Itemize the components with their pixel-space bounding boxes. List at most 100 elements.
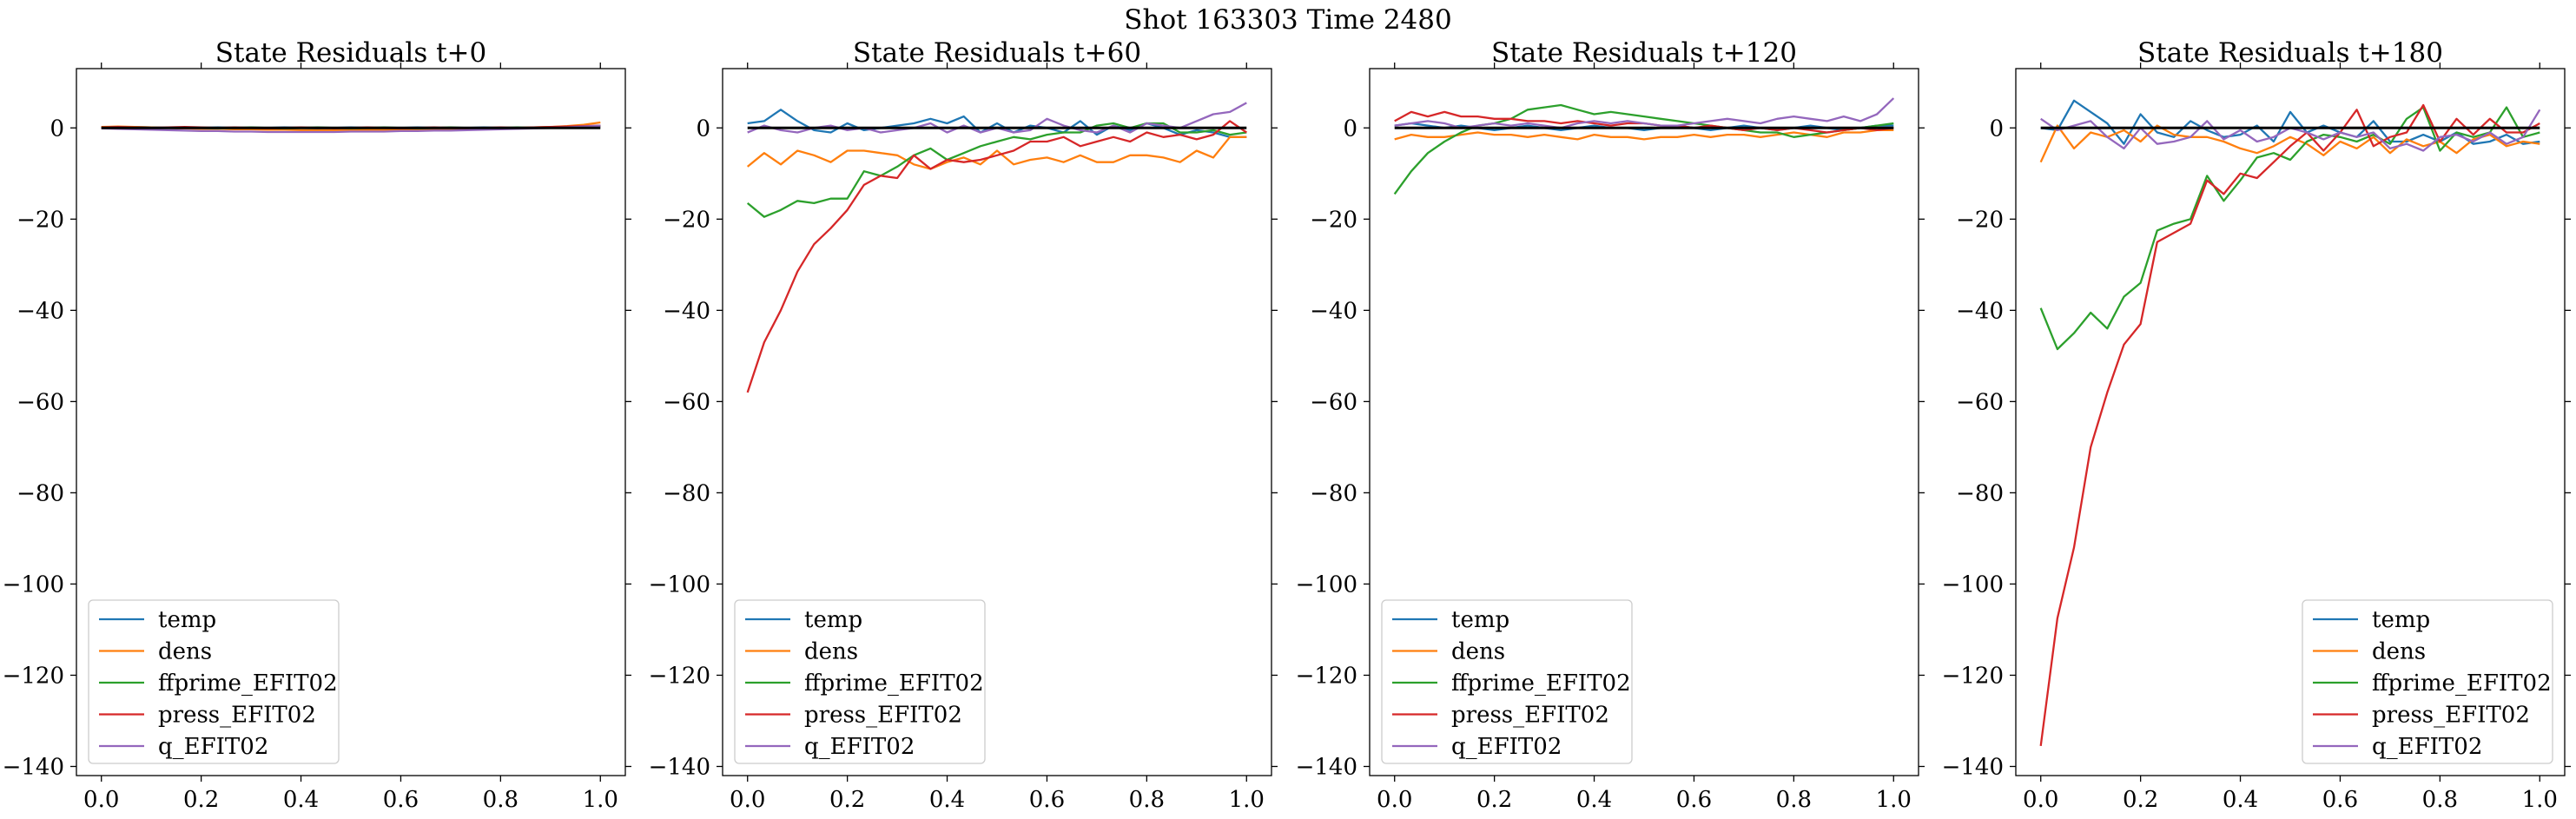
chart-title: State Residuals t+120 xyxy=(1491,37,1797,69)
y-tick-label: −120 xyxy=(3,663,64,689)
legend-label-press_EFIT02: press_EFIT02 xyxy=(158,703,316,729)
legend: temp dens ffprime_EFIT02 press_EFIT02 q_EFIT… xyxy=(88,599,340,764)
x-tick-label: 0.0 xyxy=(2023,787,2058,813)
y-tick-label: −40 xyxy=(663,298,710,324)
x-tick-label: 0.4 xyxy=(1576,787,1612,813)
x-tick-label: 0.8 xyxy=(1129,787,1165,813)
legend-label-temp: temp xyxy=(158,607,216,633)
legend-box xyxy=(1381,599,1633,764)
chart-panel-3: State Residuals t+180 0.0 0.2 0.4 0.6 0.8 1.0 0… xyxy=(1942,37,2571,813)
y-tick-label: −80 xyxy=(1310,480,1357,506)
legend-box xyxy=(734,599,986,764)
legend-label-dens: dens xyxy=(2372,639,2426,665)
y-tick-label: −20 xyxy=(1956,207,2004,233)
legend-label-ffprime_EFIT02: ffprime_EFIT02 xyxy=(1451,670,1631,697)
y-tick-label: −20 xyxy=(17,207,64,233)
legend-box xyxy=(2302,599,2553,764)
legend-box xyxy=(88,599,340,764)
chart-title: State Residuals t+0 xyxy=(215,37,486,69)
x-tick-label: 0.6 xyxy=(1676,787,1712,813)
x-tick-label: 1.0 xyxy=(2522,787,2558,813)
legend-label-dens: dens xyxy=(1451,639,1505,665)
y-tick-label: −20 xyxy=(663,207,710,233)
y-tick-label: −60 xyxy=(1956,389,2004,415)
x-tick-label: 0.4 xyxy=(283,787,319,813)
legend-label-ffprime_EFIT02: ffprime_EFIT02 xyxy=(2372,670,2552,697)
series-line-ffprime_EFIT02 xyxy=(1393,103,1894,195)
y-tick-label: −60 xyxy=(663,389,710,415)
legend-label-q_EFIT02: q_EFIT02 xyxy=(2372,734,2482,760)
chart-title: State Residuals t+180 xyxy=(2137,37,2443,69)
series-line-press_EFIT02 xyxy=(2039,103,2540,747)
chart-title: State Residuals t+60 xyxy=(853,37,1141,69)
series-line-temp xyxy=(747,109,1247,138)
legend-label-temp: temp xyxy=(2372,607,2430,633)
series-line-q_EFIT02 xyxy=(1394,97,1895,129)
y-tick-label: −20 xyxy=(1310,207,1357,233)
legend-label-q_EFIT02: q_EFIT02 xyxy=(1451,734,1562,760)
plot-area xyxy=(101,121,601,134)
y-tick-label: −100 xyxy=(649,571,710,598)
x-tick-label: 0.6 xyxy=(1029,787,1065,813)
y-tick-label: −140 xyxy=(3,754,64,780)
x-tick-label: 1.0 xyxy=(1876,787,1912,813)
series-line-dens xyxy=(2039,124,2540,163)
x-tick-label: 0.0 xyxy=(730,787,765,813)
x-tick-label: 0.2 xyxy=(829,787,865,813)
legend-label-press_EFIT02: press_EFIT02 xyxy=(804,703,962,729)
y-tick-label: −100 xyxy=(1296,571,1357,598)
y-tick-label: −40 xyxy=(17,298,64,324)
x-tick-label: 0.6 xyxy=(2322,787,2358,813)
legend: temp dens ffprime_EFIT02 press_EFIT02 q_EFIT… xyxy=(1381,599,1633,764)
axes-frame xyxy=(1369,68,1919,776)
axes-frame xyxy=(76,68,626,776)
plot-area xyxy=(746,102,1247,393)
legend-label-q_EFIT02: q_EFIT02 xyxy=(158,734,268,760)
y-tick-label: −140 xyxy=(1296,754,1357,780)
y-tick-label: 0 xyxy=(50,116,64,142)
legend-label-ffprime_EFIT02: ffprime_EFIT02 xyxy=(158,670,338,697)
x-tick-label: 0.2 xyxy=(2123,787,2158,813)
y-tick-label: −40 xyxy=(1956,298,2004,324)
x-tick-label: 0.4 xyxy=(929,787,965,813)
legend-label-press_EFIT02: press_EFIT02 xyxy=(1451,703,1609,729)
legend-label-temp: temp xyxy=(1451,607,1509,633)
y-tick-label: −80 xyxy=(1956,480,2004,506)
figure-suptitle: Shot 163303 Time 2480 xyxy=(1124,4,1451,36)
legend-label-q_EFIT02: q_EFIT02 xyxy=(804,734,915,760)
x-tick-label: 0.8 xyxy=(2422,787,2458,813)
legend-label-dens: dens xyxy=(804,639,858,665)
axes-frame xyxy=(2015,68,2566,776)
plot-area xyxy=(2039,99,2541,747)
series-line-press_EFIT02 xyxy=(746,120,1247,393)
y-tick-label: −120 xyxy=(1296,663,1357,689)
plot-area xyxy=(1393,97,1895,195)
legend-label-press_EFIT02: press_EFIT02 xyxy=(2372,703,2530,729)
y-tick-label: −40 xyxy=(1310,298,1357,324)
chart-panel-1: State Residuals t+60 0.0 0.2 0.4 0.6 0.8 1.0 0 −… xyxy=(649,37,1278,813)
x-tick-label: 0.2 xyxy=(183,787,219,813)
x-tick-label: 0.8 xyxy=(1776,787,1812,813)
y-tick-label: −100 xyxy=(1942,571,2004,598)
x-tick-label: 0.0 xyxy=(1377,787,1412,813)
series-line-ffprime_EFIT02 xyxy=(746,122,1247,218)
y-tick-label: −120 xyxy=(649,663,710,689)
y-tick-label: −140 xyxy=(649,754,710,780)
series-line-dens xyxy=(746,135,1247,170)
legend: temp dens ffprime_EFIT02 press_EFIT02 q_EFIT… xyxy=(734,599,986,764)
legend-label-temp: temp xyxy=(804,607,862,633)
y-tick-label: 0 xyxy=(1343,116,1357,142)
y-tick-label: −80 xyxy=(17,480,64,506)
y-tick-label: −120 xyxy=(1942,663,2004,689)
x-tick-label: 0.4 xyxy=(2223,787,2258,813)
series-line-q_EFIT02 xyxy=(2040,109,2541,152)
y-tick-label: −140 xyxy=(1942,754,2004,780)
y-tick-label: −80 xyxy=(663,480,710,506)
legend: temp dens ffprime_EFIT02 press_EFIT02 q_EFIT… xyxy=(2302,599,2553,764)
x-tick-label: 0.2 xyxy=(1476,787,1512,813)
x-tick-label: 0.0 xyxy=(83,787,119,813)
y-tick-label: −100 xyxy=(3,571,64,598)
chart-panel-2: State Residuals t+120 0.0 0.2 0.4 0.6 0.8 1.0 0… xyxy=(1296,37,1925,813)
x-tick-label: 0.6 xyxy=(383,787,419,813)
